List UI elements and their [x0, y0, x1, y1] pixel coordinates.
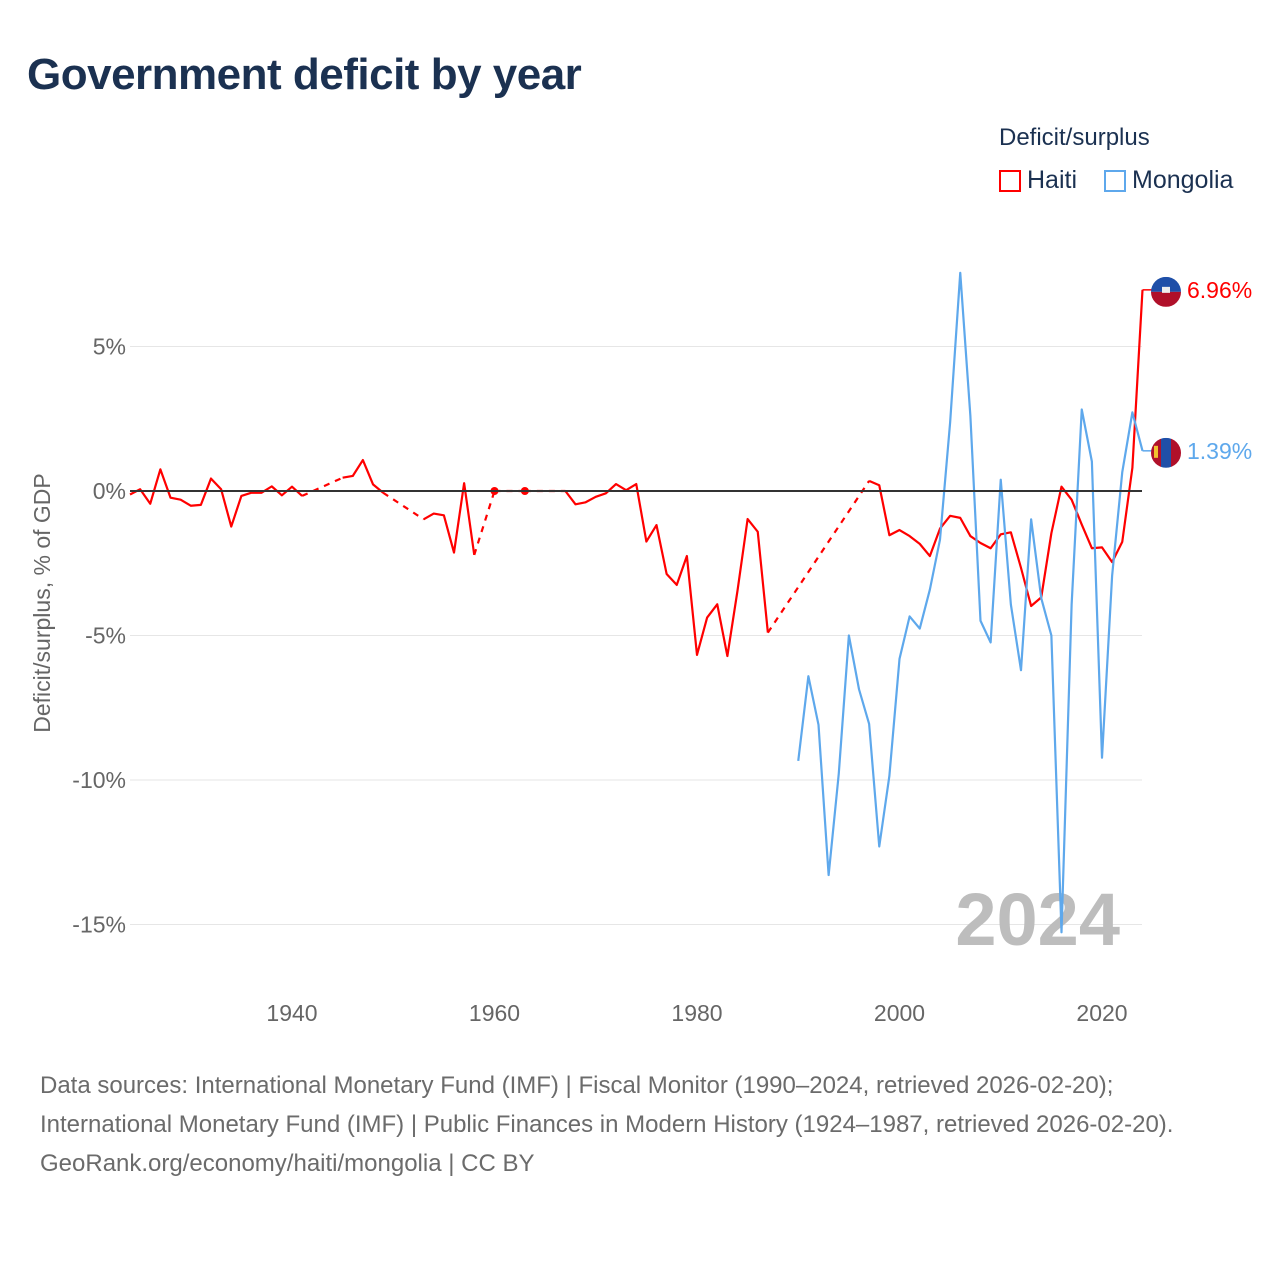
legend-label: Haiti	[1027, 166, 1078, 194]
mongolia-flag-icon	[1151, 437, 1181, 468]
haiti-gap-line	[301, 476, 344, 497]
x-tick-label: 1940	[266, 1000, 317, 1026]
legend-item-mongolia[interactable]: Mongolia	[1104, 166, 1233, 195]
flag-blue	[1161, 437, 1171, 468]
haiti-gap-line	[382, 491, 425, 521]
haiti-line	[129, 468, 303, 528]
footer: Data sources: International Monetary Fun…	[40, 1066, 1240, 1183]
haiti-gap-line	[766, 480, 871, 634]
x-tick-label: 2000	[874, 1000, 925, 1026]
y-tick-label: -15%	[72, 912, 126, 938]
x-tick-label: 1960	[469, 1000, 520, 1026]
y-tick-label: -10%	[72, 767, 126, 793]
legend-item-haiti[interactable]: Haiti	[999, 166, 1077, 195]
haiti-line	[564, 482, 769, 658]
haiti-line	[423, 482, 476, 556]
year-watermark: 2024	[955, 878, 1120, 961]
legend-label: Mongolia	[1132, 166, 1234, 194]
y-axis-label: Deficit/surplus, % of GDP	[29, 473, 55, 732]
haiti-line	[342, 458, 384, 494]
legend-title: Deficit/surplus	[999, 124, 1150, 151]
flag-red	[1151, 291, 1181, 307]
haiti-line	[868, 289, 1144, 608]
flag-red-right	[1171, 437, 1181, 468]
haiti-end-label: 6.96%	[1187, 277, 1252, 303]
y-tick-label: 5%	[93, 334, 126, 360]
haiti-flag-icon	[1151, 276, 1181, 307]
chart-title: Government deficit by year	[27, 50, 582, 99]
flag-blue	[1151, 276, 1181, 292]
data-sources: Data sources: International Monetary Fun…	[40, 1072, 1174, 1138]
credit-link[interactable]: GeoRank.org/economy/haiti/mongolia | CC …	[40, 1150, 535, 1177]
line-chart: 5% 0% -5% -10% -15% 1940 1960 1980 2000 2020 2024…	[29, 271, 1252, 1026]
x-tick-label: 2020	[1076, 1000, 1127, 1026]
mongolia-end-label: 1.39%	[1187, 438, 1252, 464]
legend-swatch-mongolia	[1104, 169, 1126, 192]
y-tick-label: -5%	[85, 623, 126, 649]
flag-soyombo	[1154, 445, 1158, 458]
legend-swatch-haiti	[999, 169, 1021, 192]
flag-emblem	[1162, 286, 1170, 293]
mongolia-line	[797, 271, 1144, 934]
y-tick-label: 0%	[93, 478, 126, 504]
haiti-gap-line	[473, 490, 496, 556]
x-tick-label: 1980	[671, 1000, 722, 1026]
